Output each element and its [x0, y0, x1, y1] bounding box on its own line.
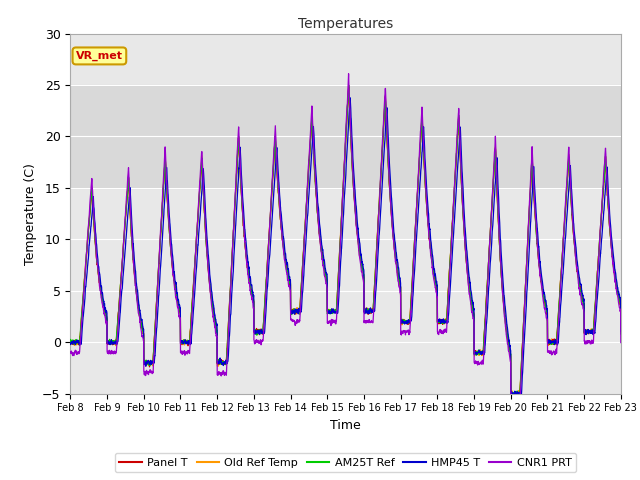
HMP45 T — [399, 318, 407, 324]
Line: Panel T: Panel T — [70, 87, 621, 396]
Old Ref Temp — [565, 152, 573, 157]
Old Ref Temp — [511, 393, 518, 399]
HMP45 T — [220, 359, 228, 365]
CNR1 PRT — [345, 71, 353, 77]
CNR1 PRT — [617, 340, 625, 346]
AM25T Ref — [617, 331, 625, 337]
Line: Old Ref Temp: Old Ref Temp — [70, 85, 621, 396]
Old Ref Temp — [184, 341, 192, 347]
AM25T Ref — [184, 339, 192, 345]
Text: VR_met: VR_met — [76, 51, 123, 61]
AM25T Ref — [565, 154, 573, 160]
AM25T Ref — [399, 318, 407, 324]
CNR1 PRT — [617, 308, 625, 313]
HMP45 T — [617, 329, 625, 335]
Line: CNR1 PRT: CNR1 PRT — [70, 74, 621, 405]
Panel T — [617, 300, 625, 306]
AM25T Ref — [67, 336, 74, 342]
Y-axis label: Temperature (C): Temperature (C) — [24, 163, 36, 264]
Old Ref Temp — [345, 83, 353, 88]
X-axis label: Time: Time — [330, 419, 361, 432]
HMP45 T — [409, 293, 417, 299]
CNR1 PRT — [565, 144, 573, 150]
AM25T Ref — [220, 360, 228, 366]
Bar — [70, 85, 621, 188]
Panel T — [409, 266, 417, 272]
Panel T — [399, 318, 407, 324]
Old Ref Temp — [617, 302, 625, 308]
AM25T Ref — [617, 304, 625, 310]
Line: HMP45 T: HMP45 T — [70, 98, 621, 396]
AM25T Ref — [345, 83, 353, 88]
Panel T — [565, 155, 573, 160]
Line: AM25T Ref: AM25T Ref — [70, 85, 621, 396]
HMP45 T — [617, 299, 625, 304]
HMP45 T — [565, 186, 573, 192]
Old Ref Temp — [409, 265, 417, 271]
Old Ref Temp — [399, 319, 407, 325]
HMP45 T — [509, 394, 516, 399]
HMP45 T — [67, 342, 74, 348]
Old Ref Temp — [617, 329, 625, 335]
AM25T Ref — [409, 265, 417, 271]
Panel T — [220, 360, 228, 366]
CNR1 PRT — [67, 349, 74, 355]
Panel T — [617, 327, 625, 333]
Panel T — [67, 341, 74, 347]
CNR1 PRT — [184, 348, 192, 354]
Old Ref Temp — [67, 339, 74, 345]
Title: Temperatures: Temperatures — [298, 17, 393, 31]
Panel T — [511, 393, 519, 399]
CNR1 PRT — [409, 269, 417, 275]
Panel T — [345, 84, 353, 90]
Panel T — [184, 341, 192, 347]
CNR1 PRT — [220, 370, 228, 375]
Old Ref Temp — [220, 359, 228, 365]
CNR1 PRT — [399, 328, 407, 334]
HMP45 T — [184, 339, 192, 345]
HMP45 T — [346, 95, 354, 101]
Legend: Panel T, Old Ref Temp, AM25T Ref, HMP45 T, CNR1 PRT: Panel T, Old Ref Temp, AM25T Ref, HMP45 … — [115, 453, 576, 472]
AM25T Ref — [511, 393, 518, 399]
CNR1 PRT — [515, 402, 523, 408]
